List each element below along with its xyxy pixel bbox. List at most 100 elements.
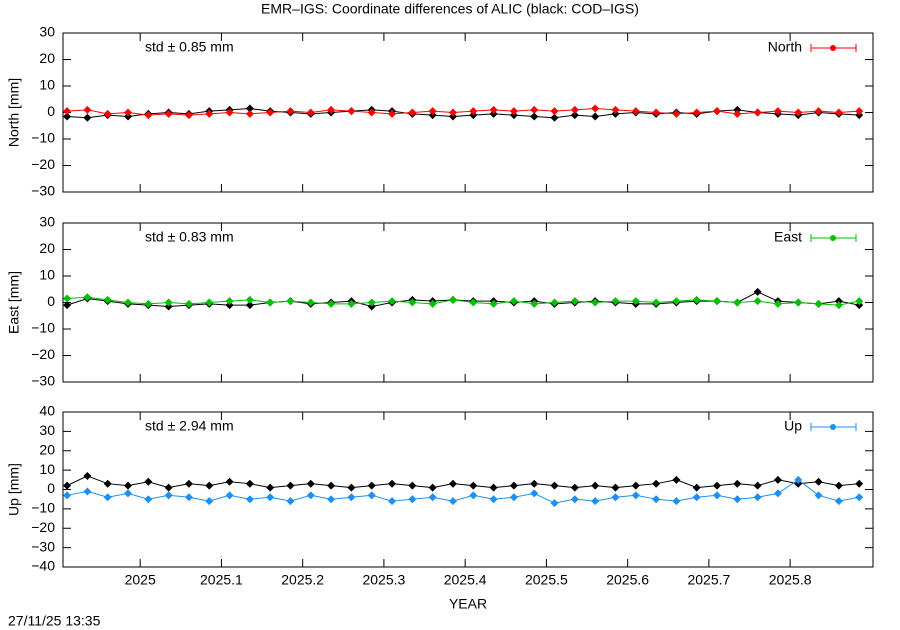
plot-frame	[62, 222, 874, 383]
data-point	[672, 297, 681, 306]
data-point	[611, 493, 620, 502]
y-tick-label: 30	[39, 214, 55, 230]
data-point	[773, 475, 782, 484]
data-point	[388, 297, 397, 306]
data-point	[631, 491, 640, 500]
data-point	[509, 493, 518, 502]
data-point	[713, 491, 722, 500]
data-point	[448, 497, 457, 506]
data-point	[753, 287, 762, 296]
data-point	[205, 298, 214, 307]
data-point	[327, 495, 336, 504]
data-point	[83, 105, 92, 114]
std-annotation: std ± 0.83 mm	[145, 229, 234, 245]
data-point	[631, 297, 640, 306]
data-point	[570, 297, 579, 306]
data-point	[550, 499, 559, 508]
x-tick-label: 2025.3	[362, 572, 405, 588]
data-point	[692, 295, 701, 304]
data-point	[692, 483, 701, 492]
data-point	[83, 471, 92, 480]
y-tick-label: −20	[31, 346, 55, 362]
data-point	[225, 297, 234, 306]
data-point	[408, 298, 417, 307]
data-point	[164, 483, 173, 492]
data-point	[266, 298, 275, 307]
data-point	[347, 107, 356, 116]
data-point	[794, 298, 803, 307]
data-point	[509, 481, 518, 490]
data-point	[530, 112, 539, 121]
data-point	[245, 495, 254, 504]
data-point	[245, 301, 254, 310]
data-point	[103, 295, 112, 304]
data-point	[408, 108, 417, 117]
data-point	[794, 475, 803, 484]
data-point	[753, 297, 762, 306]
data-point	[591, 112, 600, 121]
y-tick-label: 20	[39, 240, 55, 256]
data-point	[814, 299, 823, 308]
plot-frame	[62, 411, 874, 568]
data-point	[469, 481, 478, 490]
y-tick-label: −20	[31, 156, 55, 172]
data-point	[103, 109, 112, 118]
data-point	[327, 481, 336, 490]
x-tick-label: 2025.7	[687, 572, 730, 588]
data-point	[428, 107, 437, 116]
x-tick-label: 2025.5	[525, 572, 568, 588]
x-tick-label: 2025.1	[200, 572, 243, 588]
data-point	[245, 479, 254, 488]
data-point	[652, 495, 661, 504]
data-point	[245, 109, 254, 118]
data-point	[692, 493, 701, 502]
data-point	[489, 495, 498, 504]
series-line	[67, 296, 860, 306]
data-point	[103, 493, 112, 502]
data-point	[773, 489, 782, 498]
data-point	[672, 497, 681, 506]
y-tick-label: 20	[39, 441, 55, 457]
data-point	[489, 299, 498, 308]
data-point	[205, 109, 214, 118]
data-point	[63, 107, 72, 116]
data-point	[814, 107, 823, 116]
y-tick-label: 10	[39, 77, 55, 93]
data-point	[834, 497, 843, 506]
data-point	[388, 479, 397, 488]
data-point	[489, 105, 498, 114]
y-tick-label: 0	[47, 103, 55, 119]
legend-label: North	[768, 39, 802, 55]
data-point	[530, 299, 539, 308]
y-tick-label: 10	[39, 267, 55, 283]
data-point	[672, 109, 681, 118]
data-point	[713, 107, 722, 116]
x-tick-label: 2025.2	[281, 572, 324, 588]
data-point	[733, 298, 742, 307]
y-tick-label: −30	[31, 538, 55, 554]
data-point	[63, 491, 72, 500]
data-point	[733, 495, 742, 504]
data-point	[834, 301, 843, 310]
data-point	[367, 298, 376, 307]
data-point	[834, 108, 843, 117]
data-point	[286, 107, 295, 116]
data-point	[652, 108, 661, 117]
data-point	[205, 481, 214, 490]
data-point	[448, 108, 457, 117]
data-point	[123, 298, 132, 307]
chart-title: EMR–IGS: Coordinate differences of ALIC …	[261, 1, 639, 17]
data-point	[753, 108, 762, 117]
data-point	[773, 107, 782, 116]
data-point	[550, 481, 559, 490]
data-point	[611, 297, 620, 306]
data-point	[286, 297, 295, 306]
x-tick-label: 2025.4	[444, 572, 487, 588]
data-point	[266, 108, 275, 117]
data-point	[469, 298, 478, 307]
data-point	[489, 483, 498, 492]
data-point	[834, 481, 843, 490]
data-point	[773, 299, 782, 308]
